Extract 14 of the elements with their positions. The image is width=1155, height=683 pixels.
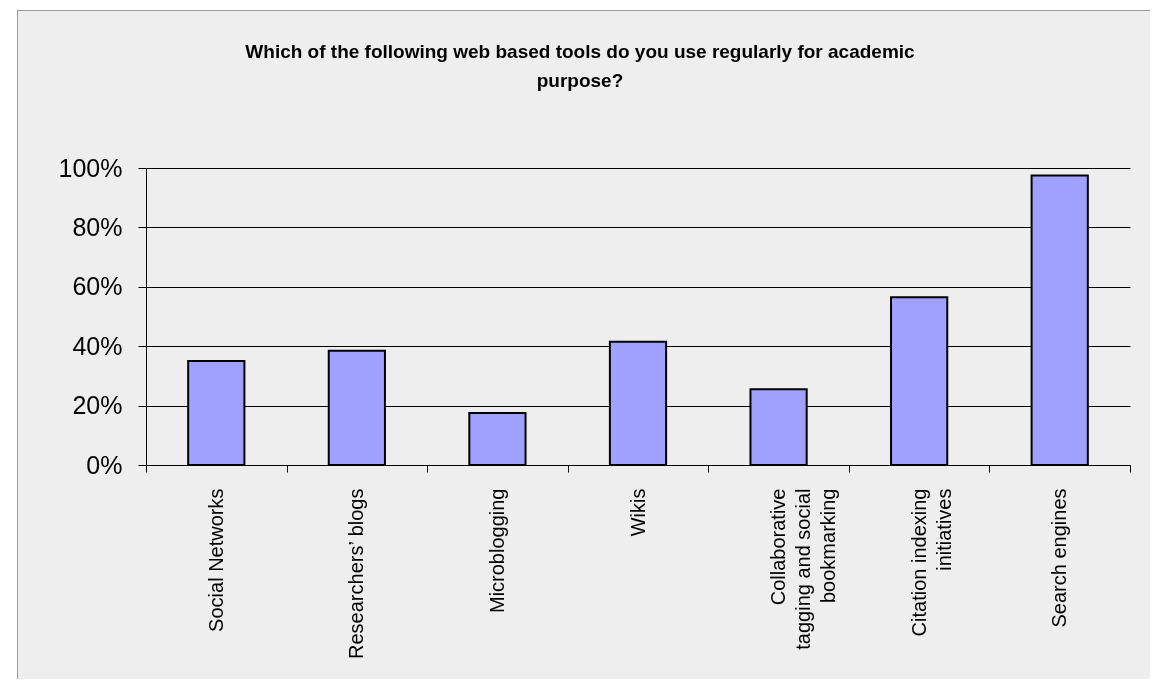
x-tick-label: Microblogging (485, 488, 508, 614)
x-tick-label: Wikis (626, 488, 649, 537)
y-tick-label: 100% (58, 153, 123, 182)
y-tick-label: 0% (86, 450, 123, 479)
x-tick-label: Social Networks (204, 488, 227, 632)
y-tick-label: 40% (72, 331, 123, 360)
chart-title: Which of the following web based tools do you use regularly for academic purpose? (245, 41, 916, 91)
y-tick-label: 80% (72, 212, 123, 241)
x-tick-label: Collaborative tagging and social bookmarking (767, 488, 840, 650)
x-tick-label: Search engines (1048, 488, 1071, 628)
y-tick-label: 20% (72, 391, 123, 420)
x-tick-label: Researchers’ blogs (345, 488, 368, 659)
y-tick-label: 60% (72, 272, 123, 301)
x-tick-label: Citation indexing initiatives (907, 488, 955, 637)
